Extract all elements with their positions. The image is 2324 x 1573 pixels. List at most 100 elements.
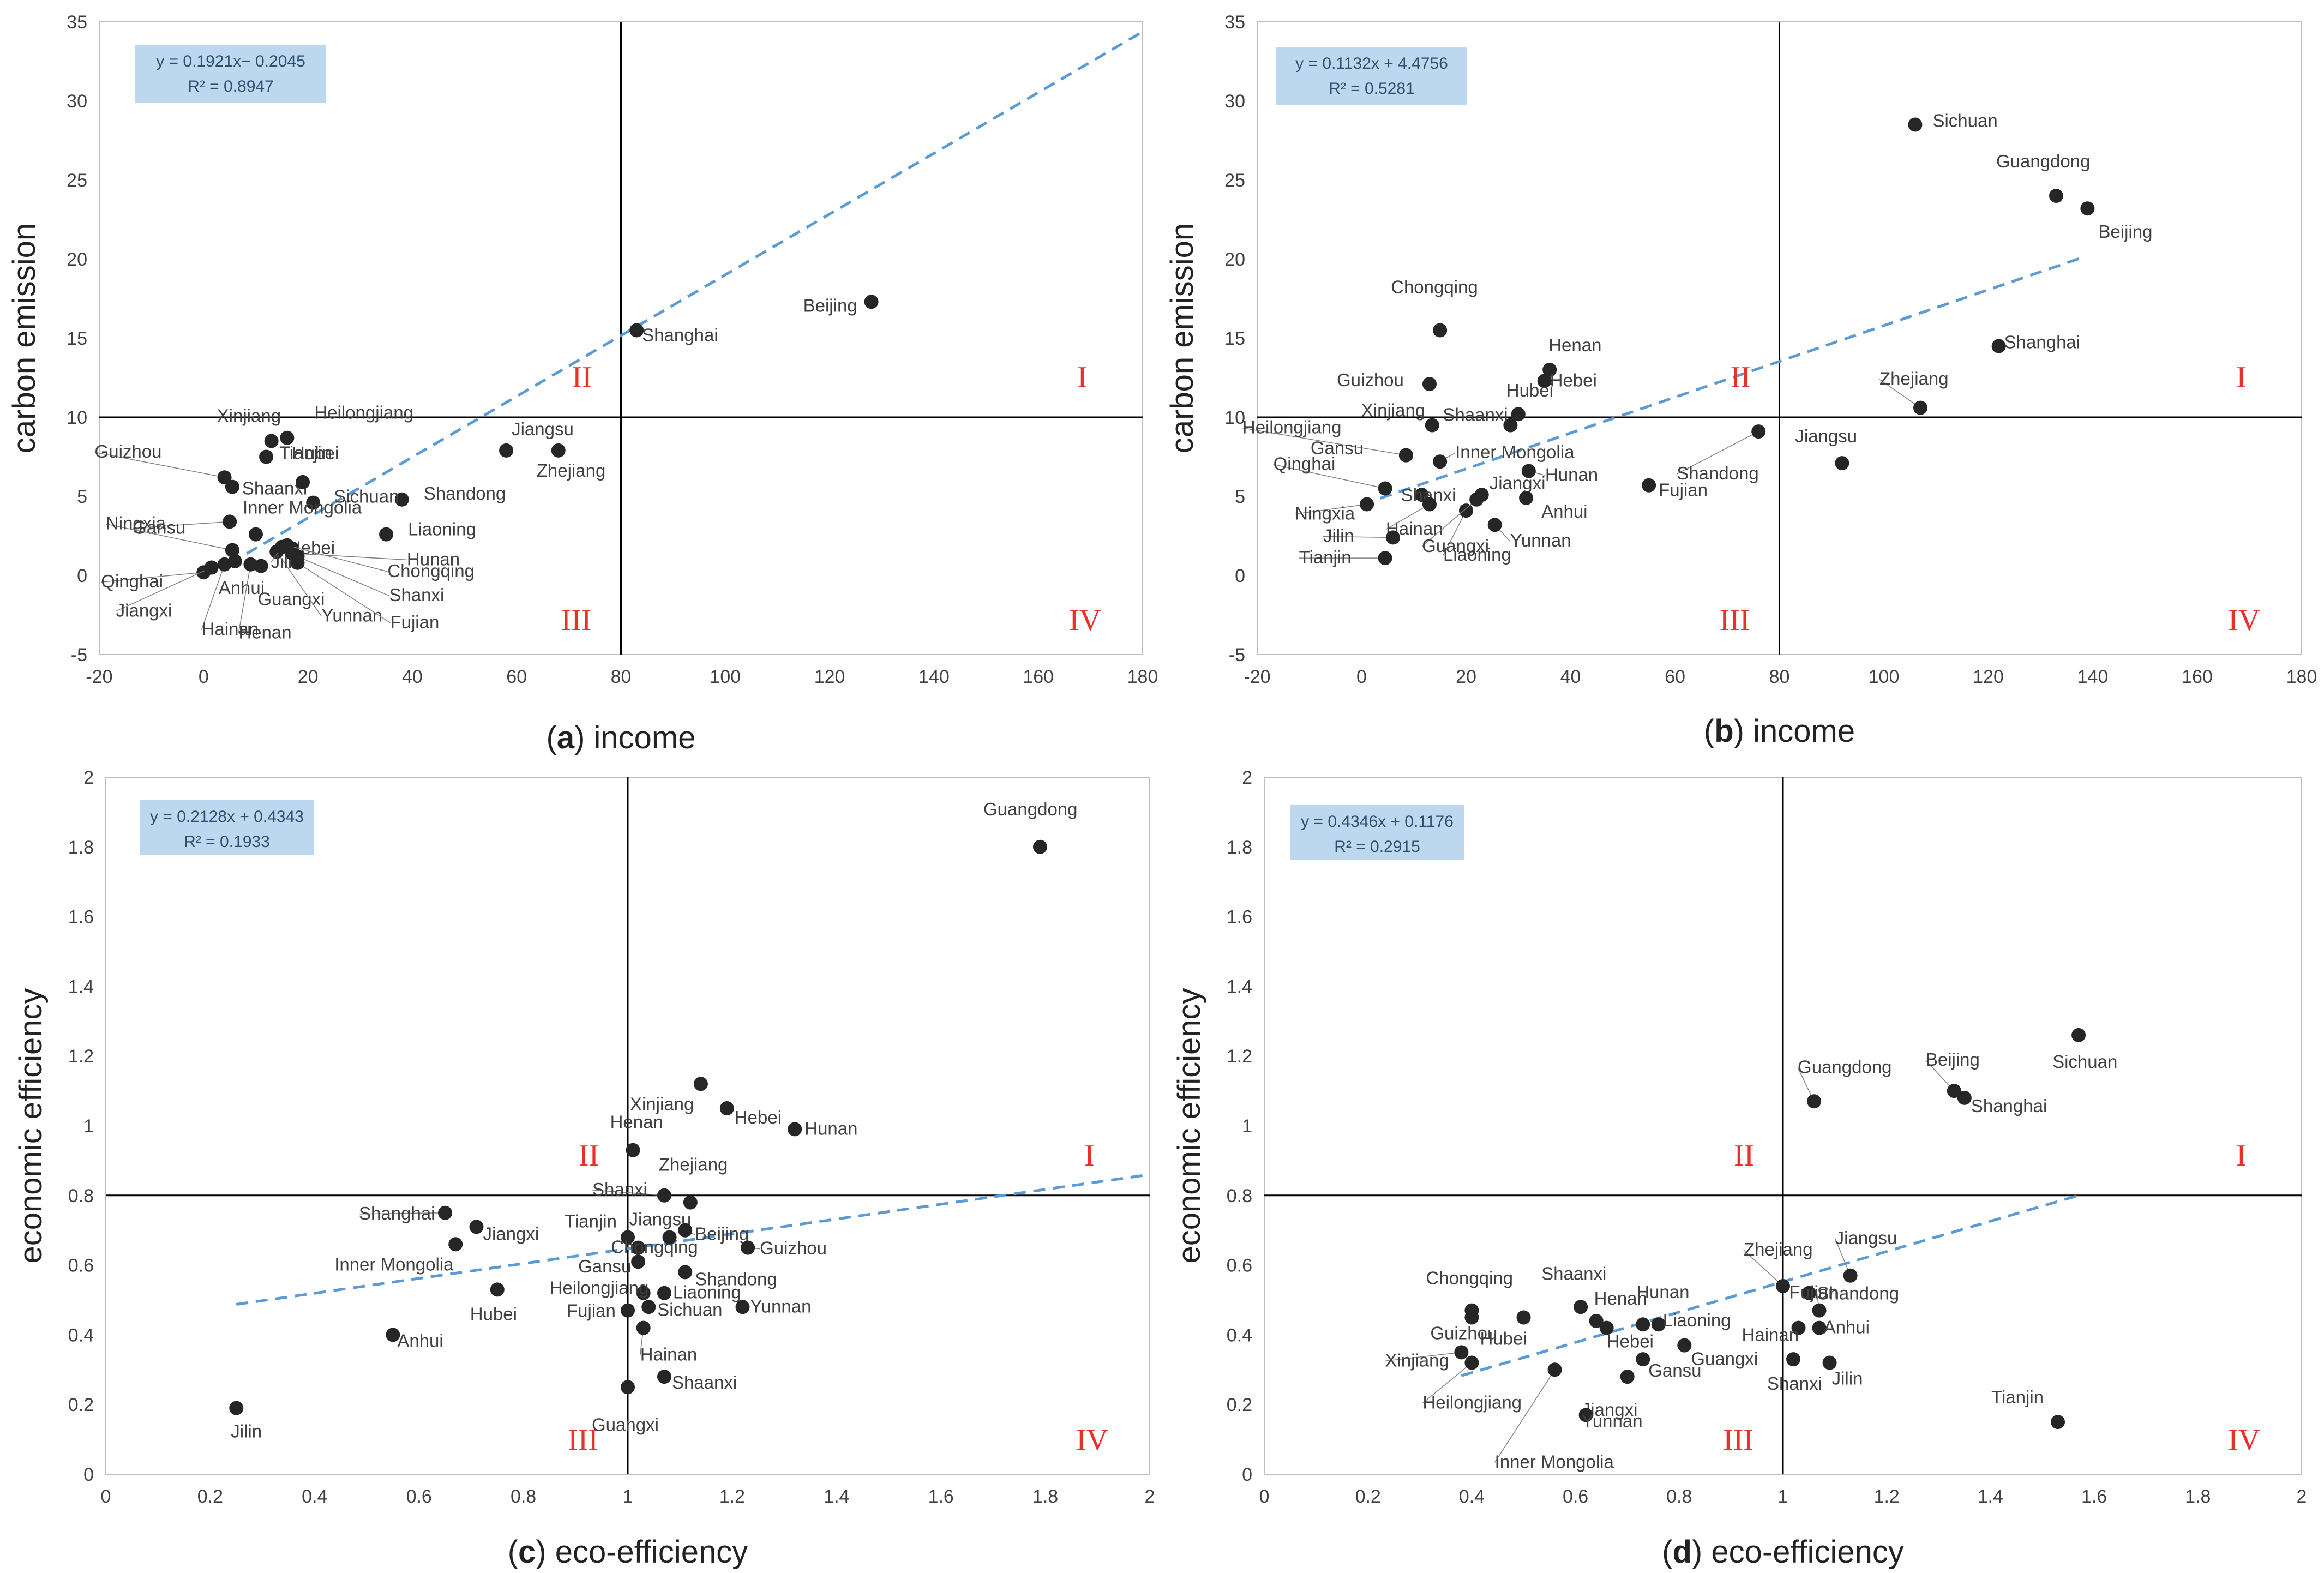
r-squared-c: R² = 0.1933 [184, 833, 270, 851]
quadrant-label-ii-c: II [579, 1139, 599, 1173]
x-tick-label: 0.4 [1459, 1486, 1485, 1507]
y-tick-label: 0.2 [68, 1395, 94, 1415]
point-label-ningxia: Ningxia [106, 513, 166, 533]
y-tick-label: 25 [1224, 170, 1245, 191]
data-point-heilongjiang [1464, 1356, 1479, 1370]
x-tick-label: 180 [1127, 667, 1158, 687]
point-label-shaanxi: Shaanxi [1443, 405, 1508, 425]
y-axis-label-d: economic efficiency [1172, 988, 1207, 1263]
point-label-gansu: Gansu [1648, 1360, 1701, 1380]
x-tick-label: 100 [710, 667, 741, 687]
point-label-ningxia: Ningxia [1295, 503, 1355, 524]
y-tick-label: 20 [67, 249, 87, 270]
data-point-jiangsu [499, 443, 513, 458]
y-tick-label: -5 [71, 645, 87, 665]
point-label-hunan: Hunan [1636, 1282, 1689, 1302]
point-label-hainan: Hainan [1742, 1325, 1799, 1345]
point-label-yunnan: Yunnan [321, 605, 382, 626]
data-point-zhejiang [1776, 1279, 1790, 1293]
y-tick-label: 0.4 [68, 1325, 94, 1346]
data-point-shanxi [1786, 1352, 1800, 1366]
data-point-hainan [1422, 497, 1437, 512]
point-label-shaanxi: Shaanxi [1541, 1263, 1606, 1283]
x-tick-label: 1.2 [719, 1486, 745, 1507]
point-label-heilongjiang: Heilongjiang [314, 403, 413, 423]
y-axis-label-a: carbon emission [7, 223, 42, 453]
y-tick-label: 0 [83, 1464, 94, 1485]
x-tick-label: 40 [1560, 667, 1581, 687]
y-tick-label: 0 [1242, 1464, 1252, 1485]
y-axis-label-c: economic efficiency [13, 988, 49, 1263]
point-label-hubei: Hubei [470, 1304, 517, 1324]
point-label-liaoning: Liaoning [1663, 1310, 1731, 1330]
data-point-henan [626, 1143, 640, 1157]
data-point-hubei [490, 1282, 505, 1296]
data-point-gansu [1399, 448, 1413, 463]
x-tick-label: 1.4 [824, 1486, 849, 1507]
data-point-jiangsu [1835, 456, 1849, 470]
chart-panel-d: 00.20.40.60.811.21.41.61.8200.20.40.60.8… [1172, 767, 2307, 1570]
point-label-hunan: Hunan [804, 1118, 857, 1138]
point-label-zhejiang: Zhejiang [659, 1155, 728, 1175]
point-label-jiangsu: Jiangsu [1795, 426, 1857, 446]
x-tick-label: 0.2 [1355, 1486, 1381, 1507]
chart-panel-c: 00.20.40.60.811.21.41.61.8200.20.40.60.8… [13, 767, 1155, 1570]
data-point-hubei [1517, 1310, 1531, 1324]
y-tick-label: 1 [83, 1116, 94, 1137]
point-label-heilongjiang: Heilongjiang [1422, 1392, 1522, 1413]
point-label-inner-mongolia: Inner Mongolia [334, 1254, 454, 1274]
point-label-guizhou: Guizhou [760, 1238, 827, 1258]
data-point-zhejiang [551, 443, 566, 458]
regression-equation-a: y = 0.1921x− 0.2045 [156, 52, 305, 70]
data-point-beijing [678, 1223, 692, 1238]
x-tick-label: 1 [1778, 1486, 1788, 1507]
point-label-chongqing: Chongqing [387, 561, 475, 581]
point-label-shanghai: Shanghai [2004, 332, 2080, 352]
data-point-sichuan [1908, 118, 1922, 132]
leader-line-inner-mongolia [1495, 1370, 1555, 1462]
data-point-inner-mongolia [1548, 1362, 1562, 1377]
data-point-shaanxi [1574, 1300, 1588, 1314]
data-point-guizhou [741, 1241, 755, 1255]
point-label-chongqing: Chongqing [611, 1237, 698, 1257]
point-label-beijing: Beijing [1926, 1049, 1980, 1070]
x-tick-label: 1.6 [2081, 1486, 2107, 1507]
point-label-beijing: Beijing [2098, 221, 2152, 242]
chart-panel-b: -505101520253035-20020406080100120140160… [1164, 12, 2317, 749]
point-label-hubei: Hubei [292, 443, 339, 463]
x-tick-label: 140 [918, 667, 950, 687]
data-point-tianjin [1378, 551, 1392, 565]
y-tick-label: 35 [1224, 12, 1245, 33]
quadrant-label-iii-a: III [561, 603, 592, 637]
quadrant-label-i-d: I [2236, 1139, 2247, 1173]
data-point-shanxi [657, 1188, 671, 1203]
point-label-jiangsu: Jiangsu [1835, 1228, 1897, 1248]
point-label-fujian: Fujian [567, 1301, 616, 1321]
x-tick-label: 2 [2297, 1486, 2307, 1507]
quadrant-label-iv-a: IV [1069, 603, 1101, 637]
quadrant-label-iii-b: III [1720, 603, 1750, 637]
x-tick-label: 100 [1869, 667, 1900, 687]
x-tick-label: 2 [1145, 1486, 1155, 1507]
y-tick-label: 0.8 [1227, 1186, 1252, 1206]
data-point-fujian [1642, 478, 1656, 493]
data-point-guangxi [1469, 493, 1484, 507]
data-point-xinjiang [1454, 1345, 1468, 1359]
point-label-guangdong: Guangdong [983, 799, 1078, 819]
data-point-jiangxi [1620, 1370, 1635, 1384]
x-tick-label: 1.2 [1874, 1486, 1900, 1507]
y-tick-label: 30 [1224, 91, 1245, 112]
x-tick-label: 0.8 [1666, 1486, 1692, 1507]
y-tick-label: 0.2 [1227, 1395, 1252, 1415]
y-tick-label: 2 [1242, 767, 1252, 788]
x-tick-label: 180 [2286, 667, 2317, 687]
x-tick-label: 0.4 [302, 1486, 327, 1507]
data-point-hainan [636, 1321, 651, 1335]
point-label-jiangsu: Jiangsu [512, 419, 574, 439]
point-label-hebei: Hebei [1607, 1331, 1654, 1352]
y-tick-label: 20 [1224, 249, 1245, 270]
point-label-qinghai: Qinghai [101, 571, 163, 591]
point-label-sichuan: Sichuan [2052, 1052, 2117, 1072]
data-point-hunan [1636, 1317, 1650, 1331]
data-point-sichuan [641, 1300, 656, 1314]
